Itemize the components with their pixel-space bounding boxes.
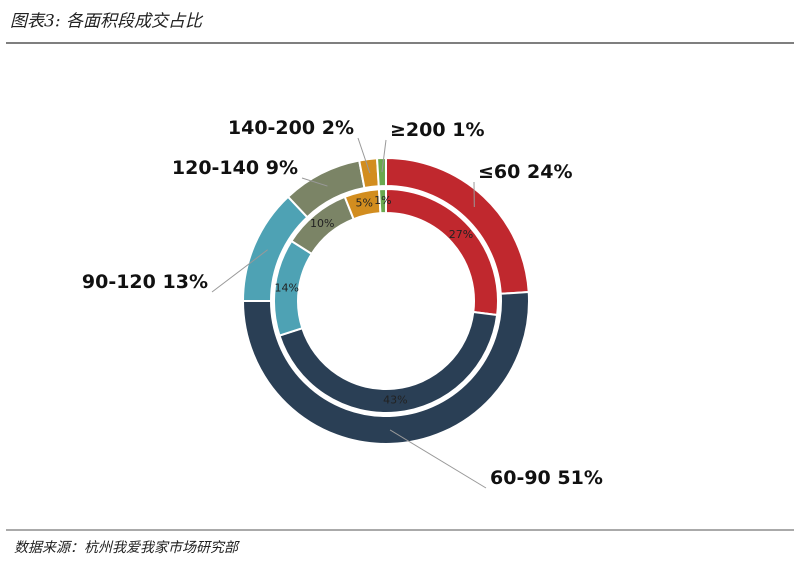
value-label: 13%: [163, 271, 208, 293]
chart-title: 图表3: 各面积段成交占比: [10, 12, 204, 32]
value-label: 51%: [557, 467, 602, 489]
source-note: 数据来源：杭州我爱我家市场研究部: [14, 540, 240, 556]
category-name: 60-90: [490, 467, 551, 489]
slice-label: 27%: [449, 228, 473, 241]
leader-line: [381, 139, 387, 173]
outer-label: 90-120 13%: [82, 271, 208, 293]
donut-slice: [377, 187, 387, 215]
category-name: ≥200: [390, 119, 446, 141]
leader-line: [301, 177, 328, 187]
slice-label: 43%: [383, 394, 407, 407]
outer-label: 120-140 9%: [172, 157, 298, 179]
slice-label: 5%: [355, 196, 372, 209]
leader-line: [389, 429, 487, 489]
outer-label: 140-200 2%: [228, 117, 354, 139]
slice-label: 1%: [374, 194, 391, 207]
slice-label: 10%: [310, 217, 334, 230]
value-label: 24%: [527, 161, 572, 183]
value-label: 9%: [266, 157, 298, 179]
category-name: 120-140: [172, 157, 259, 179]
category-name: 90-120: [82, 271, 156, 293]
outer-label: ≤60 24%: [478, 161, 572, 183]
value-label: 2%: [322, 117, 354, 139]
category-name: ≤60: [478, 161, 520, 183]
value-label: 1%: [452, 119, 484, 141]
outer-label: ≥200 1%: [390, 119, 484, 141]
slice-label: 14%: [275, 281, 299, 294]
outer-label: 60-90 51%: [490, 467, 603, 489]
leader-line: [357, 137, 371, 174]
category-name: 140-200: [228, 117, 315, 139]
donut-slice: [375, 156, 387, 188]
leader-line: [211, 249, 268, 293]
